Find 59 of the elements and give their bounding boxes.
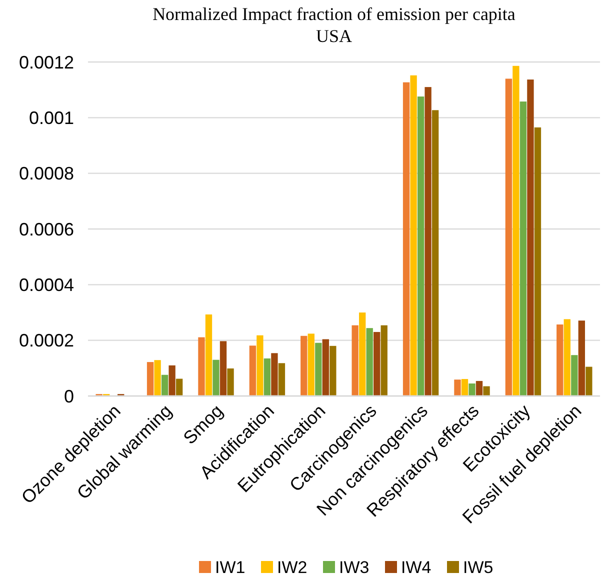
bar xyxy=(168,365,176,396)
bar xyxy=(227,368,234,396)
bar xyxy=(161,374,168,396)
bar xyxy=(527,80,534,396)
bar xyxy=(402,82,410,396)
bar xyxy=(322,339,329,396)
bar xyxy=(556,324,564,396)
y-tick-label: 0.001 xyxy=(28,108,74,128)
y-tick-label: 0.0004 xyxy=(18,274,74,295)
bar xyxy=(483,386,490,396)
bar xyxy=(220,341,227,396)
bar xyxy=(578,320,585,396)
bar xyxy=(374,332,380,396)
y-tick-label: 0.0012 xyxy=(18,52,74,72)
legend-label: IW5 xyxy=(463,558,494,577)
bar xyxy=(264,358,271,396)
legend-label: IW4 xyxy=(401,558,432,577)
bar xyxy=(308,334,314,396)
bar xyxy=(417,96,424,396)
legend-label: IW3 xyxy=(339,558,370,577)
bar xyxy=(410,75,417,396)
chart-subtitle: USA xyxy=(316,26,352,46)
bar xyxy=(300,336,308,396)
bar xyxy=(432,110,439,396)
bar xyxy=(154,360,161,396)
bar xyxy=(476,380,483,396)
bar xyxy=(146,362,154,396)
bar xyxy=(512,66,520,396)
legend-label: IW1 xyxy=(215,558,246,577)
bar xyxy=(564,319,570,396)
bar xyxy=(424,87,432,396)
bar xyxy=(461,379,468,396)
y-tick-label: 0.0006 xyxy=(18,219,74,240)
bar xyxy=(278,363,286,396)
bar xyxy=(198,337,205,396)
bar xyxy=(520,102,527,396)
bar xyxy=(315,342,322,396)
bar xyxy=(380,325,388,396)
bar xyxy=(454,380,461,396)
bar xyxy=(359,312,366,396)
bar xyxy=(205,314,212,396)
bar xyxy=(571,355,578,396)
bar xyxy=(271,353,278,396)
bar xyxy=(176,378,183,396)
bar xyxy=(330,346,336,396)
y-tick-label: 0.0008 xyxy=(18,164,74,184)
bar xyxy=(586,366,592,396)
bar xyxy=(256,335,264,396)
bar xyxy=(366,328,373,396)
bar xyxy=(468,383,476,396)
bar xyxy=(249,346,256,396)
chart-title: Normalized Impact fraction of emission per capita xyxy=(152,4,516,24)
bar xyxy=(505,78,512,396)
y-tick-label: 0.0002 xyxy=(18,330,74,351)
bar xyxy=(534,127,542,396)
bar xyxy=(352,325,358,396)
y-tick-label: 0 xyxy=(64,386,74,406)
bar xyxy=(212,360,220,396)
legend-label: IW2 xyxy=(277,558,308,577)
